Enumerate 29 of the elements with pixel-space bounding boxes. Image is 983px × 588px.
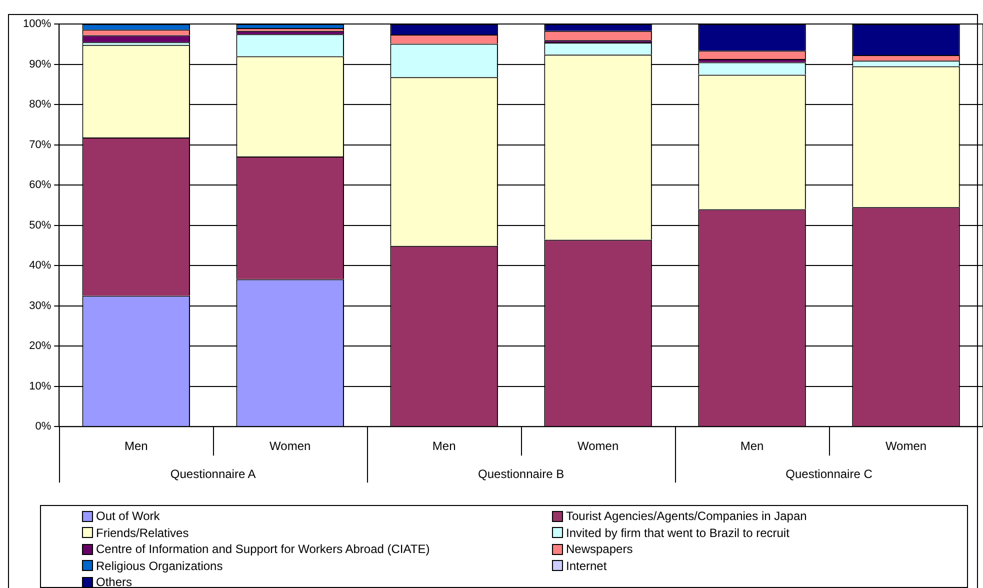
x-tick-label: Women	[885, 439, 927, 454]
legend-label: Out of Work	[96, 508, 160, 524]
x-tick-label: Women	[270, 439, 311, 454]
legend-label: Internet	[566, 558, 607, 574]
x-tick-label: Women	[577, 439, 619, 454]
legend-label: Friends/Relatives	[96, 524, 189, 541]
y-tick-label: 0%	[35, 420, 52, 433]
y-tick-label: 100%	[22, 18, 52, 30]
text: Questionnaire C	[786, 466, 873, 481]
legend-label: Religious Organizations	[96, 558, 223, 574]
legend-label: Tourist Agencies/Agents/Companies in Japan	[566, 508, 807, 524]
x-tick-label: Men	[740, 439, 764, 454]
y-tick-label: 50%	[29, 219, 52, 232]
legend-label: Others	[96, 574, 132, 588]
x-tick-label: Men	[124, 439, 148, 454]
y-tick-label: 10%	[29, 380, 52, 392]
y-tick-label: 90%	[29, 58, 52, 70]
legend-label: Invited by firm that went to Brazil to recruit	[566, 524, 790, 541]
legend-label: Newspapers	[566, 541, 633, 558]
y-tick-label: 40%	[29, 260, 52, 272]
x-tick-label: Men	[432, 439, 456, 454]
y-tick-label: 70%	[29, 138, 52, 151]
legend-label: Centre of Information and Support for Workers Abroad (CIATE)	[96, 541, 430, 558]
text: Questionnaire B	[478, 466, 564, 481]
y-tick-label: 20%	[29, 340, 52, 352]
y-tick-label: 30%	[29, 300, 52, 312]
text: Questionnaire A	[170, 466, 256, 481]
y-tick-label: 80%	[29, 98, 52, 111]
y-tick-label: 60%	[29, 179, 52, 192]
